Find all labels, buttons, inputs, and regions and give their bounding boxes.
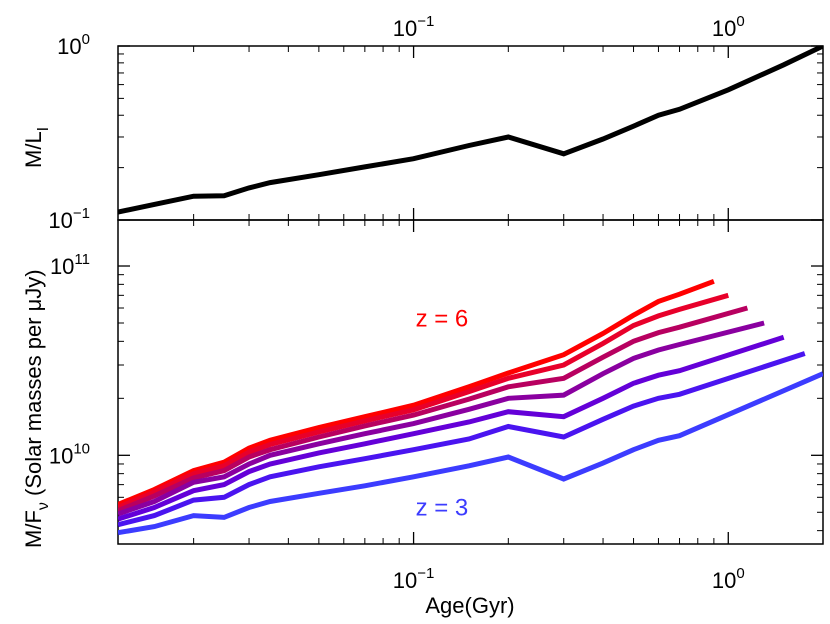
x-top-tick-label-1-base: 10 [712, 16, 736, 41]
x-top-tick-label-1: 100 [712, 13, 745, 41]
bottom-plot-frame [117, 219, 824, 545]
y-tick-label-1-0: 1010 [49, 440, 90, 468]
bottom-y-axis-label: M/Fν (Solar masses per μJy) [21, 269, 52, 548]
y-tick-label-0-0-exponent: −1 [73, 205, 90, 222]
bottom-y-axis-label-subscript: ν [35, 502, 52, 510]
x-bottom-tick-label-1-base: 10 [712, 568, 736, 593]
x-top-tick-label-0-exponent: −1 [417, 13, 434, 30]
x-bottom-tick-label-1: 100 [712, 565, 745, 593]
x-top-tick-label-0-base: 10 [393, 16, 417, 41]
series-line-z-5 [118, 305, 749, 514]
x-top-tick-label-0: 10−1 [393, 13, 435, 41]
x-bottom-tick-label-0: 10−1 [393, 565, 435, 593]
series-line-z-5-5 [118, 292, 729, 510]
x-bottom-tick-label-0-exponent: −1 [417, 565, 434, 582]
top-panel-series [118, 46, 823, 215]
y-tick-label-0-1: 100 [57, 31, 90, 59]
bottom-panel-annotations: z = 6 z = 3 [416, 305, 469, 521]
top-y-axis-label-subscript: I [35, 127, 52, 131]
y-tick-label-0-0-base: 10 [48, 208, 72, 233]
y-tick-label-1-0-base: 10 [49, 443, 73, 468]
top-y-axis-label-main: M/L [21, 131, 46, 168]
series-line-z-4 [118, 334, 785, 522]
bottom-y-axis-label-rest: (Solar masses per μJy) [21, 269, 46, 502]
series-line-M-L-I [118, 46, 823, 215]
x-bottom-tick-label-1-exponent: 0 [736, 565, 744, 582]
x-axis-label: Age(Gyr) [425, 593, 514, 618]
series-line-z-3 [118, 371, 823, 536]
annotation-z-3: z = 3 [416, 495, 469, 522]
bottom-panel-ticks [118, 220, 823, 544]
bottom-panel-series [118, 278, 823, 536]
y-tick-label-1-1: 1011 [50, 251, 90, 279]
annotation-z-6: z = 6 [416, 305, 469, 332]
y-tick-label-0-1-exponent: 0 [82, 31, 90, 48]
y-tick-label-0-0: 10−1 [48, 205, 90, 233]
series-line-z-6 [118, 278, 715, 507]
y-tick-label-1-1-base: 10 [50, 254, 74, 279]
series-line-z-4-5 [118, 320, 765, 517]
bottom-y-axis-label-main: M/F [21, 510, 46, 548]
y-tick-label-1-1-exponent: 11 [74, 251, 90, 268]
y-tick-label-0-1-base: 10 [57, 34, 81, 59]
x-top-tick-label-1-exponent: 0 [736, 13, 744, 30]
top-y-axis-label: M/LI [21, 127, 52, 168]
y-tick-label-1-0-exponent: 10 [73, 440, 90, 457]
series-line-z-3-5 [118, 351, 806, 528]
x-bottom-tick-label-0-base: 10 [393, 568, 417, 593]
